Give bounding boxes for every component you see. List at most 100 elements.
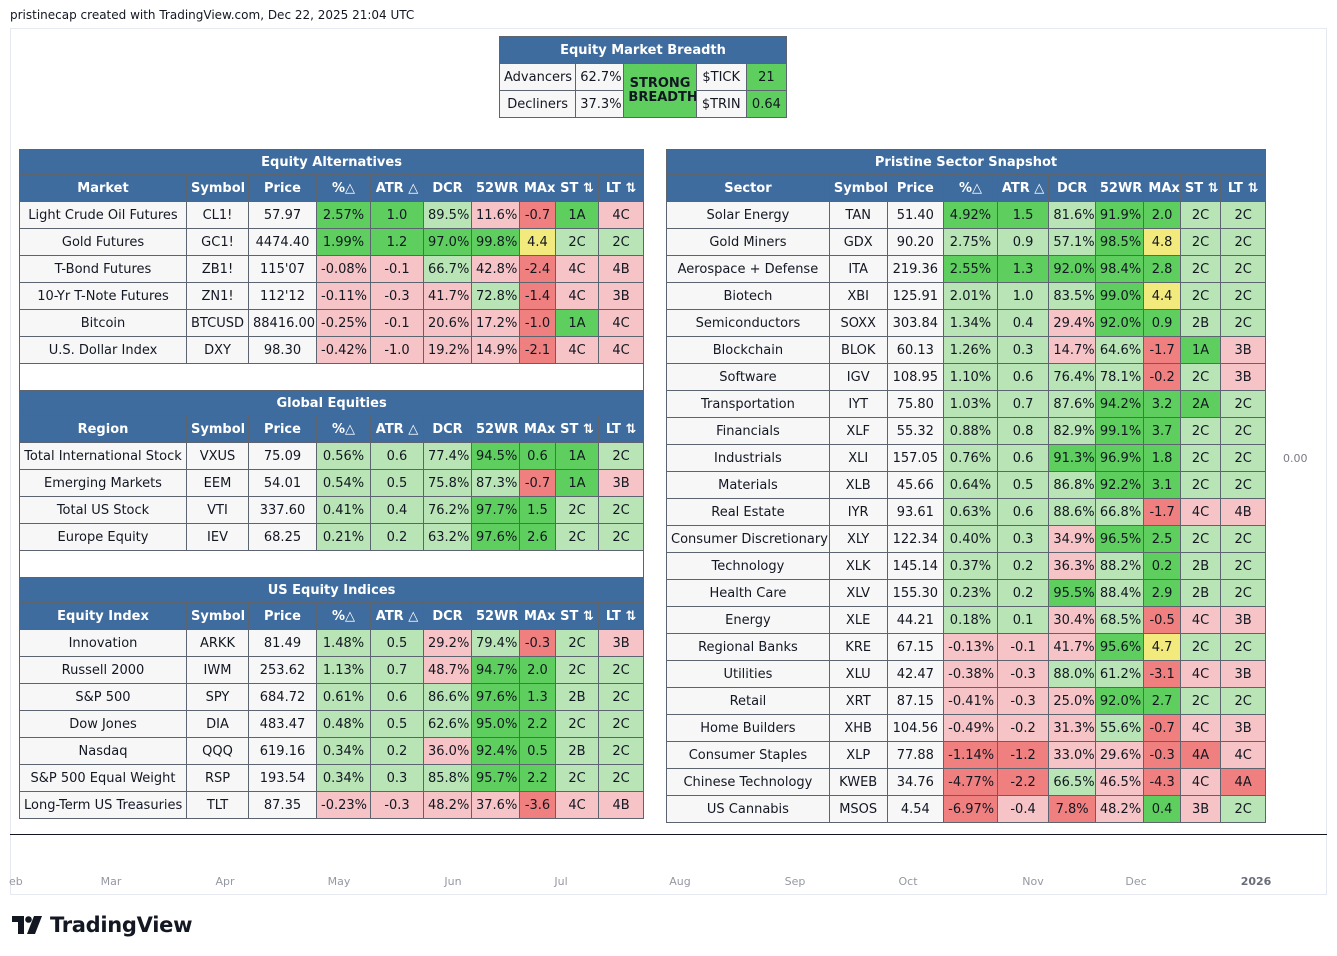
table-cell: 0.3 — [996, 525, 1050, 553]
table-cell: QQQ — [186, 737, 249, 765]
table-cell: 0.7 — [996, 390, 1050, 418]
table-cell: 253.62 — [248, 656, 317, 684]
table-cell: 2B — [1179, 552, 1222, 580]
table-cell: 2C — [1220, 228, 1266, 256]
table-cell: Dow Jones — [19, 710, 187, 738]
table-cell: 4C — [1179, 498, 1222, 526]
time-axis-label: Nov — [1022, 875, 1044, 888]
column-header: ATR △ — [370, 174, 424, 202]
table-cell: 2.57% — [316, 201, 371, 229]
table-cell: Gold Miners — [666, 228, 830, 256]
section-title: Global Equities — [18, 390, 645, 416]
table-cell: 2C — [555, 496, 599, 524]
table-cell: -2.4 — [519, 255, 556, 283]
spacer-cell — [18, 550, 645, 578]
table-cell: 303.84 — [886, 309, 945, 337]
table-cell: 1.0 — [996, 282, 1050, 310]
table-cell: 1.26% — [943, 336, 998, 364]
table-cell: Real Estate — [666, 498, 830, 526]
table-cell: 1.03% — [943, 390, 998, 418]
table-cell: 20.6% — [423, 309, 472, 337]
column-header: DCR — [1048, 174, 1096, 202]
table-cell: 0.6 — [996, 444, 1050, 472]
column-header: ST ⇅ — [555, 174, 599, 202]
table-cell: 4A — [1220, 768, 1266, 796]
table-cell: ARKK — [186, 629, 249, 657]
table-cell: -0.2 — [996, 714, 1050, 742]
table-cell: 93.61 — [886, 498, 945, 526]
table-cell: 89.5% — [423, 201, 472, 229]
table-row: S&P 500 Equal Weight RSP 193.54 0.34% 0.3 85.… — [19, 764, 645, 792]
table-row: Home Builders XHB 104.56 -0.49% -0.2 31.3% 55.… — [666, 714, 1266, 742]
table-cell: 122.34 — [886, 525, 945, 553]
table-cell: -3.6 — [519, 791, 556, 819]
table-cell: 29.2% — [423, 629, 472, 657]
table-cell: -0.3 — [370, 791, 424, 819]
table-cell: 0.2 — [370, 737, 424, 765]
time-axis-label: eb — [9, 875, 23, 888]
table-cell: 2C — [597, 737, 645, 765]
table-cell: 2C — [1220, 579, 1266, 607]
table-cell: Retail — [666, 687, 830, 715]
column-header: Price — [886, 174, 945, 202]
chart-pane[interactable] — [10, 28, 1327, 895]
table-cell: 0.6 — [370, 683, 424, 711]
table-cell: U.S. Dollar Index — [19, 336, 187, 364]
table-cell: 95.7% — [471, 764, 520, 792]
table-cell: 684.72 — [248, 683, 317, 711]
table-cell: 1.5 — [996, 201, 1050, 229]
column-header: %△ — [316, 174, 371, 202]
column-header: MAx — [519, 174, 556, 202]
tradingview-logo[interactable]: TradingView — [12, 913, 192, 937]
table-cell: 4A — [1179, 741, 1222, 769]
column-header: Region — [19, 415, 187, 443]
table-cell: 337.60 — [248, 496, 317, 524]
table-cell: XHB — [828, 714, 888, 742]
table-cell: 2C — [1179, 525, 1222, 553]
table-cell: T-Bond Futures — [19, 255, 187, 283]
table-cell: 19.2% — [423, 336, 472, 364]
table-cell: 94.7% — [471, 656, 520, 684]
tradingview-logo-text: TradingView — [50, 913, 193, 937]
table-cell: BLOK — [828, 336, 888, 364]
table-cell: 3B — [597, 469, 645, 497]
table-cell: IYR — [828, 498, 888, 526]
table-cell: 37.6% — [471, 791, 520, 819]
table-row: Regional Banks KRE 67.15 -0.13% -0.1 41.7% 95.… — [666, 633, 1266, 661]
column-header: DCR — [423, 415, 472, 443]
table-cell: Health Care — [666, 579, 830, 607]
table-cell: 0.34% — [316, 764, 371, 792]
column-header: LT ⇅ — [597, 415, 645, 443]
advancers-label: Advancers — [498, 63, 577, 91]
table-cell: 0.7 — [370, 656, 424, 684]
table-cell: 2C — [597, 710, 645, 738]
table-cell: 1A — [555, 201, 599, 229]
table-cell: 36.3% — [1048, 552, 1096, 580]
table-cell: DIA — [186, 710, 249, 738]
trin-label: $TRIN — [695, 90, 747, 118]
sector-snapshot-table: Pristine Sector Snapshot Sector Symbol Pric… — [666, 149, 1266, 823]
table-cell: 25.0% — [1048, 687, 1096, 715]
table-cell: 87.15 — [886, 687, 945, 715]
table-cell: -0.3 — [519, 629, 556, 657]
table-cell: S&P 500 — [19, 683, 187, 711]
decliners-label: Decliners — [498, 90, 577, 118]
table-cell: XLK — [828, 552, 888, 580]
table-cell: 1.3 — [519, 683, 556, 711]
table-cell: 0.5 — [370, 469, 424, 497]
table-cell: 3.7 — [1143, 417, 1181, 445]
table-cell: IYT — [828, 390, 888, 418]
time-axis-label: Dec — [1125, 875, 1147, 888]
table-cell: 67.15 — [886, 633, 945, 661]
table-cell: -0.1 — [370, 255, 424, 283]
table-row: Blockchain BLOK 60.13 1.26% 0.3 14.7% 64.6% -1.… — [666, 336, 1266, 364]
table-cell: Total International Stock — [19, 442, 187, 470]
table-cell: XLP — [828, 741, 888, 769]
table-cell: 72.8% — [471, 282, 520, 310]
table-cell: 4.54 — [886, 795, 945, 823]
table-cell: 4.92% — [943, 201, 998, 229]
table-cell: 79.4% — [471, 629, 520, 657]
table-cell: 3B — [1220, 606, 1266, 634]
table-cell: Bitcoin — [19, 309, 187, 337]
table-cell: 2.01% — [943, 282, 998, 310]
